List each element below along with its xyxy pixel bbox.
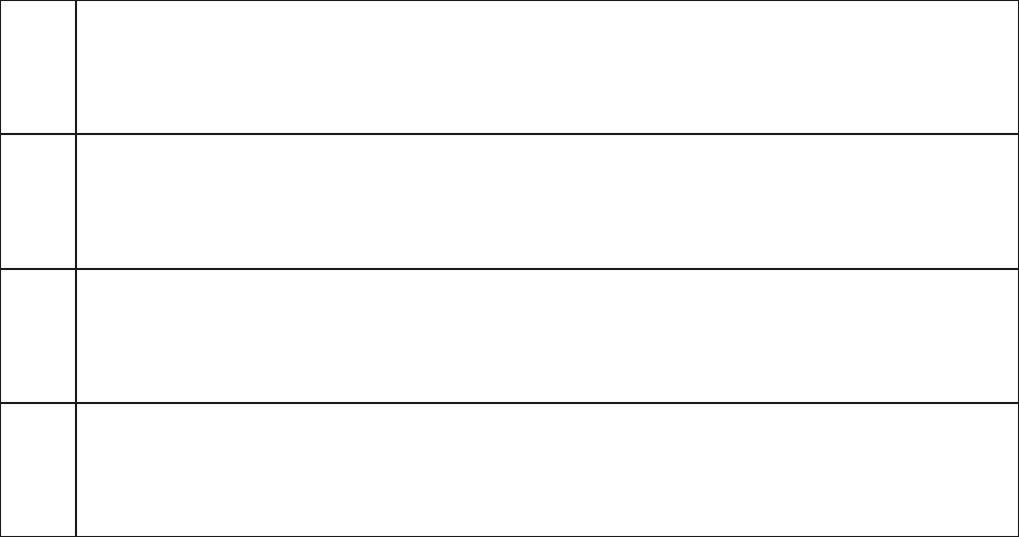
- Text: Function 4: Function 4: [32, 437, 45, 503]
- Polygon shape: [537, 171, 613, 232]
- Ellipse shape: [94, 36, 181, 98]
- Text: Function 3: Function 3: [32, 303, 45, 368]
- Text: Function 2: Function 2: [32, 169, 45, 234]
- Bar: [507, 305, 603, 366]
- Bar: [416, 171, 512, 232]
- Polygon shape: [537, 439, 613, 500]
- Text: Step: Step: [814, 194, 847, 208]
- Text: Function 1: Function 1: [32, 34, 45, 100]
- Bar: [720, 37, 817, 98]
- Bar: [201, 37, 298, 98]
- Polygon shape: [170, 171, 247, 232]
- Bar: [681, 439, 776, 500]
- Bar: [783, 171, 878, 232]
- Text: Stop: Stop: [880, 463, 913, 477]
- Text: Step: Step: [753, 60, 786, 74]
- Bar: [507, 37, 603, 98]
- Ellipse shape: [851, 439, 943, 500]
- Text: Step: Step: [672, 194, 704, 208]
- Text: Step: Step: [712, 463, 745, 477]
- Text: Step: Step: [447, 194, 480, 208]
- Text: Step: Step: [539, 329, 572, 343]
- Bar: [640, 171, 736, 232]
- Text: Start: Start: [120, 60, 155, 74]
- Text: Step: Step: [539, 60, 572, 74]
- Text: Step: Step: [233, 60, 266, 74]
- Text: Step: Step: [305, 194, 337, 208]
- Bar: [273, 171, 370, 232]
